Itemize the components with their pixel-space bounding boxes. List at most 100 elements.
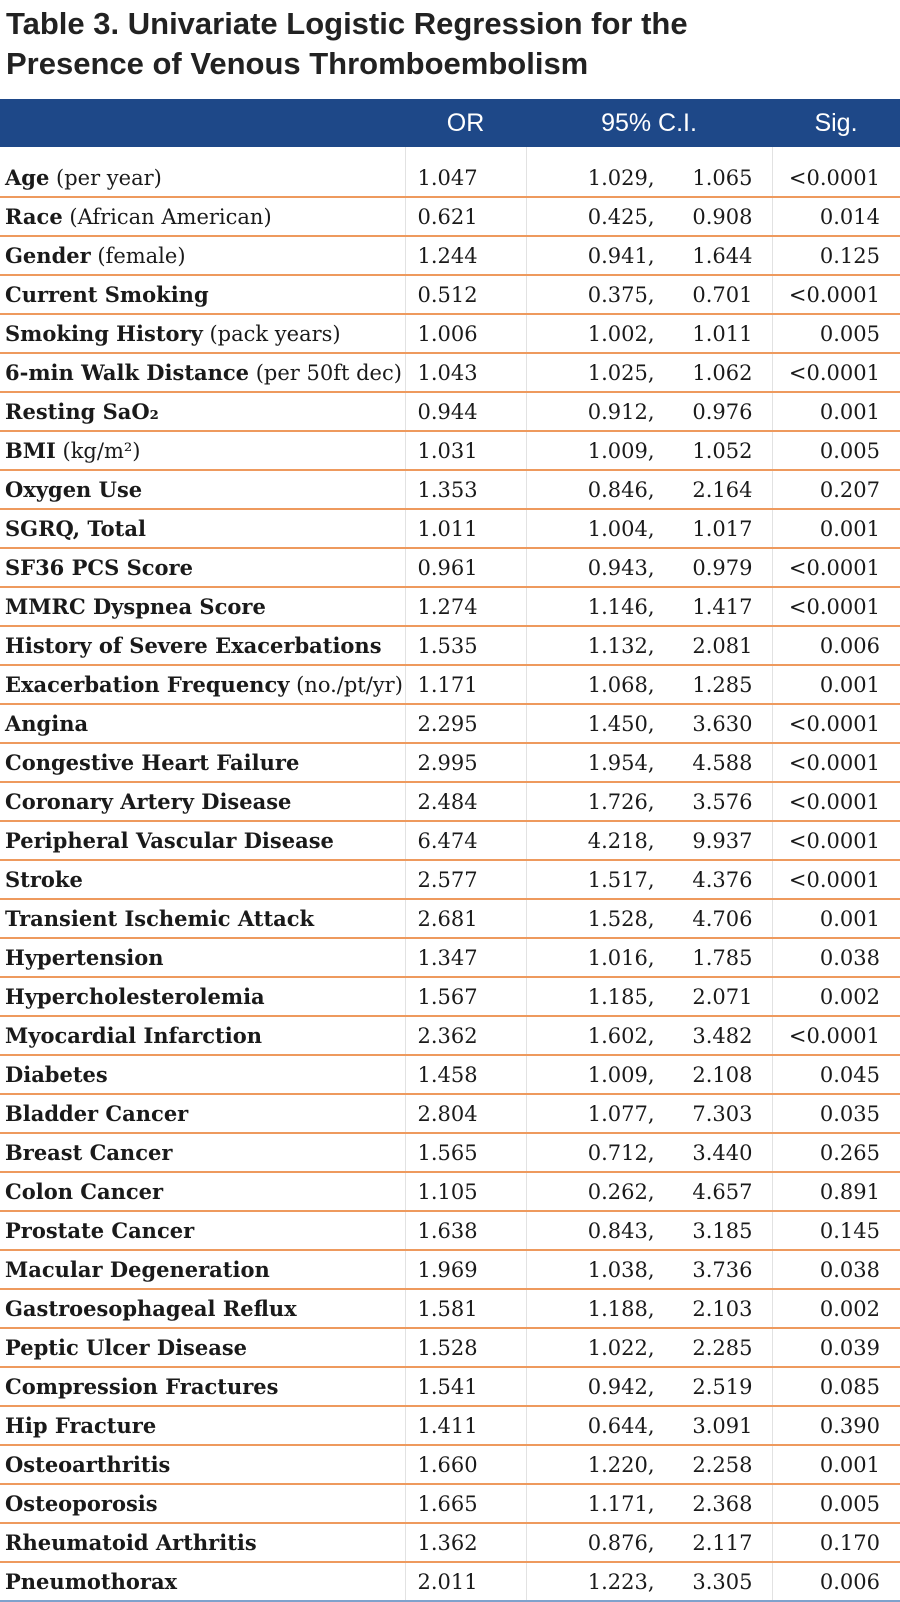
or-cell: 1.011: [405, 509, 527, 549]
table-row: Diabetes 1.458 1.009, 2.108 0.045: [0, 1055, 900, 1095]
ci-cell: 0.843, 3.185: [526, 1211, 773, 1251]
variable-cell: Angina: [0, 704, 406, 744]
ci-upper: 3.576: [692, 789, 753, 814]
ci-upper: 7.303: [692, 1101, 753, 1126]
table-row: Myocardial Infarction 2.362 1.602, 3.482 <0.…: [0, 1016, 900, 1056]
sig-cell: 0.001: [772, 899, 900, 939]
sig-cell: 0.006: [772, 626, 900, 666]
or-cell: 1.171: [405, 665, 527, 705]
variable-detail: (pack years): [202, 322, 341, 346]
ci-cell: 1.025, 1.062: [526, 353, 773, 393]
ci-cell: 1.029, 1.065: [526, 147, 773, 198]
ci-lower: 0.846,: [587, 477, 655, 502]
ci-lower: 1.517,: [587, 867, 655, 892]
variable-name: Peripheral Vascular Disease: [5, 828, 334, 853]
results-table-container: OR 95% C.I. Sig. Age (per year) 1.047 1.02…: [0, 99, 900, 1602]
or-cell: 1.565: [405, 1133, 527, 1173]
ci-upper: 1.062: [692, 360, 753, 385]
table-row: Breast Cancer 1.565 0.712, 3.440 0.265: [0, 1133, 900, 1173]
variable-name: Myocardial Infarction: [5, 1023, 263, 1048]
table-row: Resting SaO₂ 0.944 0.912, 0.976 0.001: [0, 392, 900, 432]
table-title-line-1: Table 3. Univariate Logistic Regression …: [6, 6, 688, 41]
variable-name: Osteoporosis: [5, 1491, 158, 1516]
ci-lower: 1.077,: [587, 1101, 655, 1126]
variable-name: Bladder Cancer: [5, 1101, 189, 1126]
ci-lower: 1.068,: [587, 672, 655, 697]
variable-cell: Peripheral Vascular Disease: [0, 821, 406, 861]
ci-upper: 1.785: [692, 945, 753, 970]
variable-cell: Coronary Artery Disease: [0, 782, 406, 822]
table-header-row: OR 95% C.I. Sig.: [0, 99, 900, 147]
variable-cell: Pneumothorax: [0, 1562, 406, 1602]
ci-cell: 1.004, 1.017: [526, 509, 773, 549]
ci-lower: 1.146,: [587, 594, 655, 619]
variable-cell: Osteoarthritis: [0, 1445, 406, 1485]
table-row: Gastroesophageal Reflux 1.581 1.188, 2.103 0…: [0, 1289, 900, 1329]
ci-lower: 0.843,: [587, 1218, 655, 1243]
variable-name: SF36 PCS Score: [5, 555, 193, 580]
table-row: Pneumothorax 2.011 1.223, 3.305 0.006: [0, 1562, 900, 1602]
ci-cell: 0.876, 2.117: [526, 1523, 773, 1563]
ci-cell: 1.171, 2.368: [526, 1484, 773, 1524]
variable-name: Stroke: [5, 867, 83, 892]
variable-detail: (female): [90, 244, 186, 268]
ci-lower: 0.912,: [587, 399, 655, 424]
ci-upper: 2.117: [692, 1530, 753, 1555]
variable-cell: MMRC Dyspnea Score: [0, 587, 406, 627]
or-cell: 1.528: [405, 1328, 527, 1368]
ci-lower: 4.218,: [587, 828, 655, 853]
ci-lower: 1.223,: [587, 1569, 655, 1594]
ci-cell: 1.132, 2.081: [526, 626, 773, 666]
sig-cell: <0.0001: [772, 743, 900, 783]
ci-cell: 1.022, 2.285: [526, 1328, 773, 1368]
variable-name: Oxygen Use: [5, 477, 143, 502]
or-cell: 1.362: [405, 1523, 527, 1563]
table-row: Angina 2.295 1.450, 3.630 <0.0001: [0, 704, 900, 744]
or-cell: 1.047: [405, 147, 527, 198]
ci-lower: 1.188,: [587, 1296, 655, 1321]
sig-cell: 0.005: [772, 431, 900, 471]
ci-upper: 2.103: [692, 1296, 753, 1321]
ci-lower: 0.644,: [587, 1413, 655, 1438]
variable-detail: (kg/m²): [55, 439, 141, 463]
or-cell: 1.353: [405, 470, 527, 510]
sig-cell: <0.0001: [772, 275, 900, 315]
or-cell: 2.681: [405, 899, 527, 939]
sig-cell: 0.002: [772, 977, 900, 1017]
ci-lower: 0.876,: [587, 1530, 655, 1555]
ci-cell: 0.712, 3.440: [526, 1133, 773, 1173]
sig-cell: <0.0001: [772, 147, 900, 198]
ci-upper: 1.052: [692, 438, 753, 463]
table-row: Hip Fracture 1.411 0.644, 3.091 0.390: [0, 1406, 900, 1446]
table-row: Rheumatoid Arthritis 1.362 0.876, 2.117 0.17…: [0, 1523, 900, 1563]
ci-cell: 1.077, 7.303: [526, 1094, 773, 1134]
variable-cell: Congestive Heart Failure: [0, 743, 406, 783]
results-table: OR 95% C.I. Sig. Age (per year) 1.047 1.02…: [0, 99, 900, 1602]
ci-upper: 2.258: [692, 1452, 753, 1477]
or-cell: 1.665: [405, 1484, 527, 1524]
ci-lower: 0.375,: [587, 282, 655, 307]
variable-cell: Stroke: [0, 860, 406, 900]
ci-lower: 1.185,: [587, 984, 655, 1009]
ci-lower: 1.004,: [587, 516, 655, 541]
ci-upper: 0.976: [692, 399, 753, 424]
ci-lower: 0.941,: [587, 243, 655, 268]
sig-cell: 0.125: [772, 236, 900, 276]
sig-cell: <0.0001: [772, 782, 900, 822]
or-cell: 1.567: [405, 977, 527, 1017]
variable-name: Gender: [5, 243, 91, 268]
sig-cell: <0.0001: [772, 587, 900, 627]
ci-upper: 3.091: [692, 1413, 753, 1438]
table-row: Stroke 2.577 1.517, 4.376 <0.0001: [0, 860, 900, 900]
ci-lower: 1.002,: [587, 321, 655, 346]
ci-cell: 1.038, 3.736: [526, 1250, 773, 1290]
variable-detail: (per year): [49, 166, 162, 190]
ci-upper: 3.736: [692, 1257, 753, 1282]
ci-cell: 1.223, 3.305: [526, 1562, 773, 1602]
variable-name: BMI: [5, 438, 56, 463]
ci-cell: 1.068, 1.285: [526, 665, 773, 705]
ci-cell: 1.146, 1.417: [526, 587, 773, 627]
table-row: Bladder Cancer 2.804 1.077, 7.303 0.035: [0, 1094, 900, 1134]
sig-cell: 0.001: [772, 509, 900, 549]
variable-cell: Smoking History (pack years): [0, 314, 406, 354]
